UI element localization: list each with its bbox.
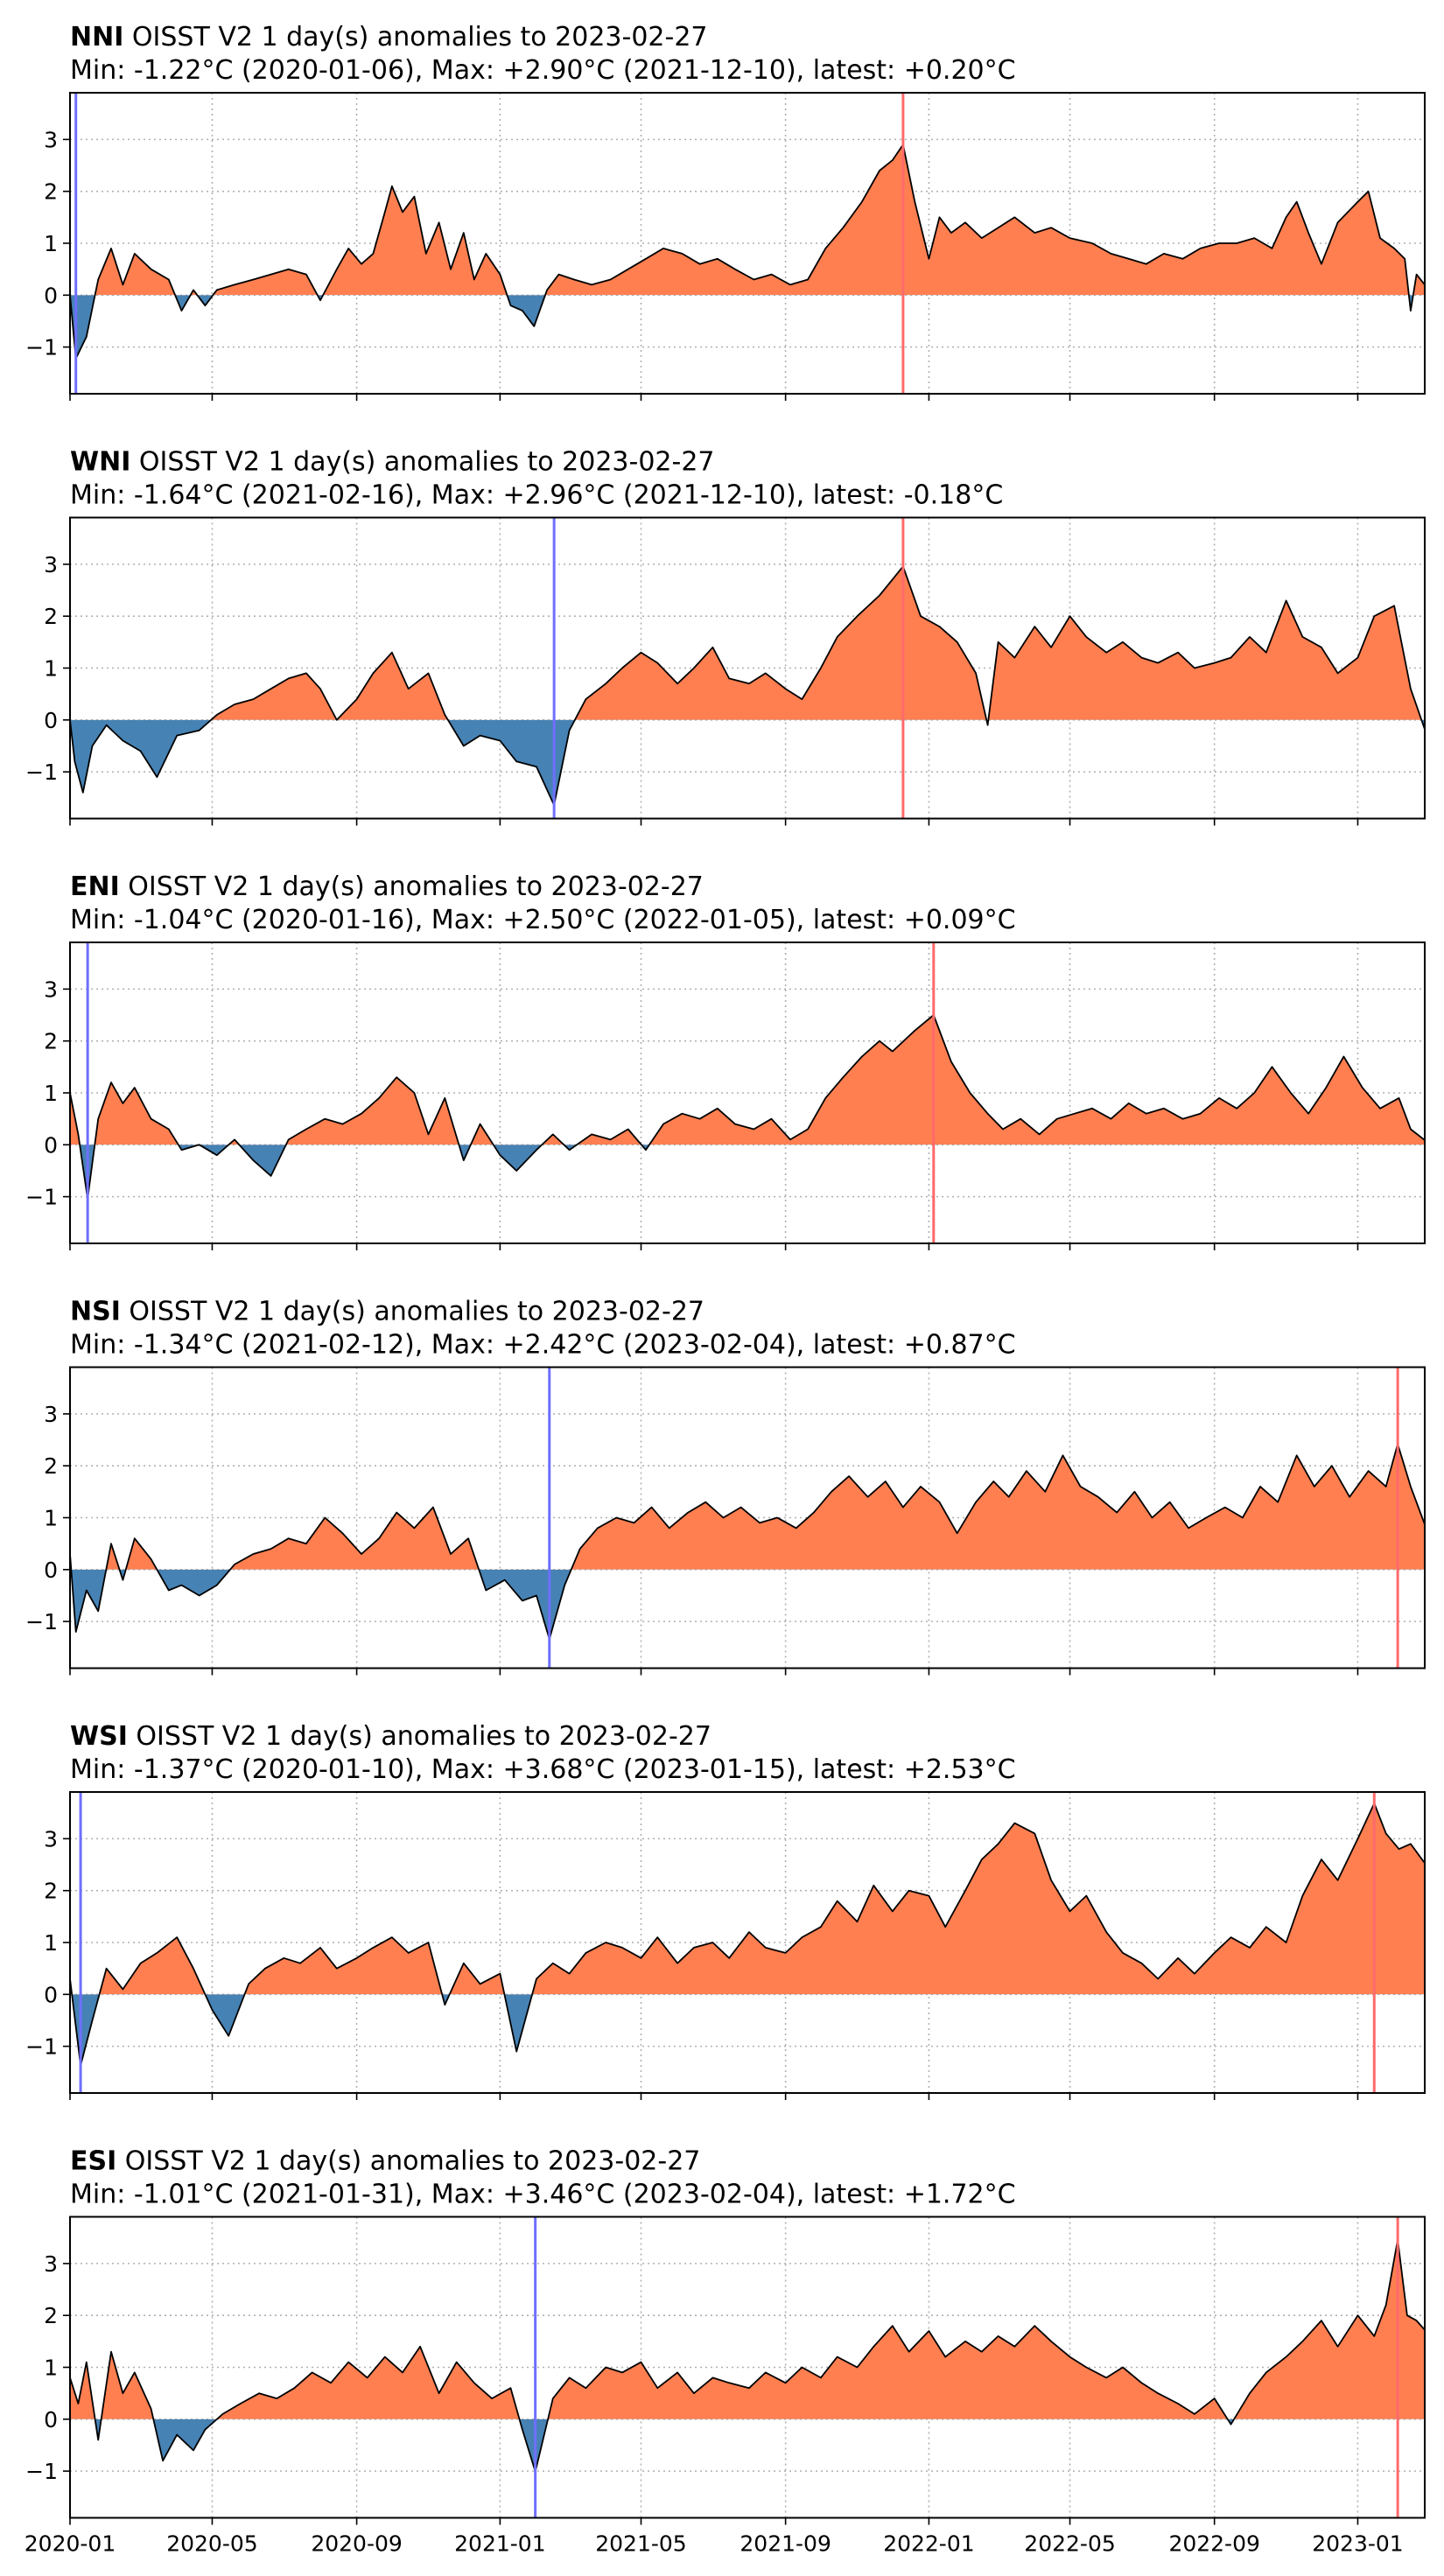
region-name: NSI [70,1297,121,1327]
y-tick-label: 3 [44,1402,58,1427]
chart-title: WNI OISST V2 1 day(s) anomalies to 2023-… [70,447,715,478]
anomaly-line [70,144,1425,360]
chart-subtitle: Min: -1.22°C (2020-01-06), Max: +2.90°C … [70,55,1016,86]
positive-anomaly-area [70,1803,1425,1995]
y-tick-label: 3 [44,2251,58,2277]
title-text: OISST V2 1 day(s) anomalies to 2023-02-2… [128,1721,711,1752]
y-tick-label: 2 [44,1029,58,1054]
y-tick-label: 2 [44,1453,58,1479]
title-text: OISST V2 1 day(s) anomalies to 2023-02-2… [123,22,707,52]
anomaly-line [70,2238,1425,2473]
x-tick-label: 2021-01 [454,2531,545,2557]
x-tick-label: 2021-05 [595,2531,686,2557]
y-tick-label: 1 [44,1081,58,1106]
positive-anomaly-area [70,1015,1425,1145]
y-tick-label: 0 [44,708,58,733]
negative-anomaly-area [71,1569,571,1640]
anomaly-line [70,1802,1425,2067]
x-tick-label: 2022-01 [883,2531,974,2557]
chart-nni: NNI OISST V2 1 day(s) anomalies to 2023-… [25,22,1426,401]
chart-subtitle: Min: -1.01°C (2021-01-31), Max: +3.46°C … [70,2180,1016,2210]
chart-title: ENI OISST V2 1 day(s) anomalies to 2023-… [70,872,704,902]
positive-anomaly-area [70,1444,1425,1570]
y-tick-label: 1 [44,231,58,256]
region-name: ENI [70,872,120,902]
x-tick-label: 2022-09 [1168,2531,1259,2557]
y-tick-label: 3 [44,976,58,1002]
x-tick-label: 2022-05 [1024,2531,1115,2557]
y-tick-label: 1 [44,1930,58,1956]
positive-anomaly-area [70,144,1425,296]
chart-wni: WNI OISST V2 1 day(s) anomalies to 2023-… [25,447,1426,826]
y-tick-label: 2 [44,604,58,629]
grid [69,942,1425,1243]
anomaly-line [70,565,1425,806]
x-tick-label: 2020-05 [166,2531,257,2557]
y-tick-label: −1 [25,2459,58,2484]
y-tick-label: 1 [44,656,58,682]
y-tick-label: 2 [44,179,58,205]
y-tick-label: 3 [44,1826,58,1852]
chart-title: WSI OISST V2 1 day(s) anomalies to 2023-… [70,1721,711,1752]
chart-nsi: NSI OISST V2 1 day(s) anomalies to 2023-… [25,1297,1426,1676]
title-text: OISST V2 1 day(s) anomalies to 2023-02-2… [120,872,704,902]
y-tick-label: 1 [44,1506,58,1531]
chart-subtitle: Min: -1.04°C (2020-01-16), Max: +2.50°C … [70,905,1016,935]
anomaly-line [70,1014,1425,1200]
grid [69,2216,1425,2518]
region-name: WNI [70,447,130,478]
region-name: ESI [70,2146,116,2177]
chart-subtitle: Min: -1.34°C (2021-02-12), Max: +2.42°C … [70,1330,1016,1361]
x-tick-label: 2023-01 [1312,2531,1403,2557]
chart-eni: ENI OISST V2 1 day(s) anomalies to 2023-… [25,872,1426,1250]
x-tick-label: 2020-09 [311,2531,402,2557]
chart-title: NNI OISST V2 1 day(s) anomalies to 2023-… [70,22,708,52]
y-tick-label: 0 [44,2407,58,2432]
x-tick-label: 2021-09 [740,2531,831,2557]
region-name: NNI [70,22,123,52]
chart-title: ESI OISST V2 1 day(s) anomalies to 2023-… [70,2146,700,2177]
positive-anomaly-area [70,2239,1425,2419]
title-text: OISST V2 1 day(s) anomalies to 2023-02-2… [116,2146,700,2177]
chart-subtitle: Min: -1.64°C (2021-02-16), Max: +2.96°C … [70,480,1003,511]
y-tick-label: −1 [25,335,58,360]
negative-anomaly-area [70,295,1413,359]
positive-anomaly-area [70,566,1425,720]
y-tick-label: 2 [44,1879,58,1904]
chart-wsi: WSI OISST V2 1 day(s) anomalies to 2023-… [25,1721,1426,2100]
chart-esi: ESI OISST V2 1 day(s) anomalies to 2023-… [25,2146,1426,2557]
y-tick-label: −1 [25,1609,58,1634]
y-tick-label: 3 [44,127,58,152]
y-tick-label: 2 [44,2303,58,2328]
grid [69,93,1425,394]
y-tick-label: 0 [44,1132,58,1158]
y-tick-label: 1 [44,2356,58,2381]
y-tick-label: 0 [44,283,58,308]
title-text: OISST V2 1 day(s) anomalies to 2023-02-2… [130,447,714,478]
title-text: OISST V2 1 day(s) anomalies to 2023-02-2… [121,1297,704,1327]
y-tick-label: −1 [25,1185,58,1210]
y-tick-label: 0 [44,1982,58,2007]
y-tick-label: 3 [44,552,58,578]
x-tick-label: 2020-01 [25,2531,116,2557]
chart-subtitle: Min: -1.37°C (2020-01-10), Max: +3.68°C … [70,1754,1016,1785]
y-tick-label: 0 [44,1558,58,1583]
negative-anomaly-area [80,1144,649,1199]
region-name: WSI [70,1721,128,1752]
chart-title: NSI OISST V2 1 day(s) anomalies to 2023-… [70,1297,704,1327]
anomaly-line [70,1443,1425,1641]
negative-anomaly-area [95,2418,1235,2472]
y-tick-label: −1 [25,2034,58,2060]
y-tick-label: −1 [25,760,58,785]
